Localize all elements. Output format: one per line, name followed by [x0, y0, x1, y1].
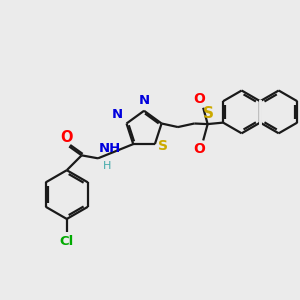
Text: N: N — [139, 94, 150, 107]
Text: S: S — [158, 139, 169, 153]
Text: Cl: Cl — [60, 235, 74, 248]
Text: O: O — [194, 142, 206, 156]
Text: H: H — [103, 161, 112, 171]
Text: N: N — [112, 108, 123, 121]
Text: NH: NH — [99, 142, 122, 155]
Text: O: O — [61, 130, 73, 145]
Text: O: O — [194, 92, 206, 106]
Text: S: S — [203, 106, 214, 121]
